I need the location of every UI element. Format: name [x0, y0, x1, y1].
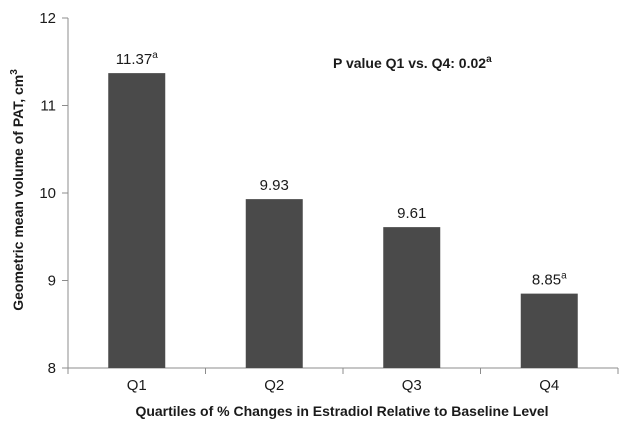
- y-tick-label: 11: [40, 98, 56, 115]
- data-label: 8.85a: [532, 271, 567, 289]
- p-value-annotation: P value Q1 vs. Q4: 0.02a: [333, 54, 492, 71]
- plot-area: 8 9 10 11 12 Q1 11.37a Q2 9.93 Q3 9.61 Q4 8.85a: [39, 10, 619, 394]
- bar: [245, 199, 303, 368]
- x-tick-label: Q3: [402, 377, 422, 394]
- bar: [383, 227, 441, 368]
- bar: [108, 73, 166, 368]
- y-tick-label: 10: [39, 185, 56, 202]
- y-axis-title: Geometric mean volume of PAT, cm3: [9, 69, 26, 311]
- y-axis-title-superscript: 3: [9, 69, 20, 75]
- y-tick-label: 9: [48, 273, 56, 290]
- x-axis-title: Quartiles of % Changes in Estradiol Rela…: [135, 403, 548, 419]
- data-label: 9.61: [397, 205, 426, 222]
- data-label: 9.93: [260, 177, 289, 194]
- p-value-text: P value Q1 vs. Q4: 0.02: [333, 55, 486, 71]
- x-tick-label: Q1: [127, 377, 147, 394]
- y-tick-label: 8: [48, 360, 56, 377]
- data-label: 11.37a: [116, 50, 158, 68]
- y-tick-label: 12: [39, 10, 56, 27]
- p-value-superscript: a: [486, 54, 492, 65]
- x-tick-label: Q2: [264, 377, 284, 394]
- bar: [520, 293, 578, 368]
- y-axis-title-text: Geometric mean volume of PAT, cm: [10, 75, 26, 311]
- x-tick-label: Q4: [539, 377, 559, 394]
